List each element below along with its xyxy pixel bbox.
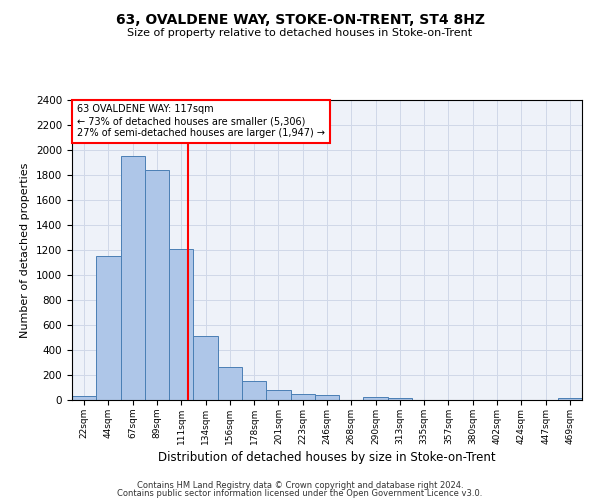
Text: Distribution of detached houses by size in Stoke-on-Trent: Distribution of detached houses by size … — [158, 451, 496, 464]
Text: Contains HM Land Registry data © Crown copyright and database right 2024.: Contains HM Land Registry data © Crown c… — [137, 480, 463, 490]
Bar — [121, 156, 145, 400]
Bar — [193, 336, 218, 400]
Text: Contains public sector information licensed under the Open Government Licence v3: Contains public sector information licen… — [118, 490, 482, 498]
Bar — [266, 390, 290, 400]
Bar — [169, 248, 193, 400]
Bar — [72, 396, 96, 400]
Bar — [558, 398, 582, 400]
Bar — [218, 367, 242, 400]
Bar — [96, 256, 121, 400]
Bar — [145, 170, 169, 400]
Y-axis label: Number of detached properties: Number of detached properties — [20, 162, 31, 338]
Bar — [388, 398, 412, 400]
Bar — [290, 394, 315, 400]
Bar — [242, 380, 266, 400]
Text: 63, OVALDENE WAY, STOKE-ON-TRENT, ST4 8HZ: 63, OVALDENE WAY, STOKE-ON-TRENT, ST4 8H… — [115, 12, 485, 26]
Text: 63 OVALDENE WAY: 117sqm
← 73% of detached houses are smaller (5,306)
27% of semi: 63 OVALDENE WAY: 117sqm ← 73% of detache… — [77, 104, 325, 138]
Bar — [315, 395, 339, 400]
Bar — [364, 397, 388, 400]
Text: Size of property relative to detached houses in Stoke-on-Trent: Size of property relative to detached ho… — [127, 28, 473, 38]
